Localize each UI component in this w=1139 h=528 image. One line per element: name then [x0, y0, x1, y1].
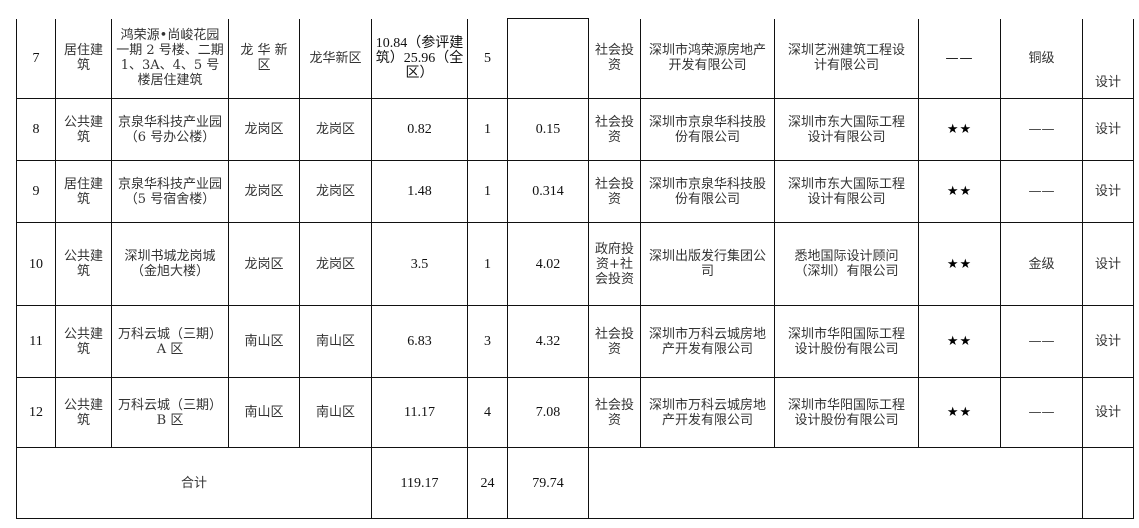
- cell-street: 龙华新区: [299, 18, 372, 99]
- cell-value: [507, 18, 589, 99]
- cell-count: 1: [467, 222, 508, 306]
- table-row: 8 公共建筑 京泉华科技产业园（6 号办公楼） 龙岗区 龙岗区 0.82 1 0.15 社会投资…: [16, 98, 1134, 161]
- cell-name: 鸿荣源•尚峻花园一期 2 号楼、二期 1、3A、4、5 号楼居住建筑: [111, 18, 229, 99]
- cell-count: 1: [467, 98, 508, 161]
- cell-area: 0.82: [371, 98, 468, 161]
- cell-value: 7.08: [507, 377, 589, 448]
- cell-count: 5: [467, 18, 508, 99]
- cell-street: 龙岗区: [299, 160, 372, 223]
- table-row: 10 公共建筑 深圳书城龙岗城（金旭大楼） 龙岗区 龙岗区 3.5 1 4.02 政府投资+社会…: [16, 222, 1134, 306]
- cell-area: 10.84（参评建筑）25.96（全区）: [371, 18, 468, 99]
- cell-designer: 深圳市华阳国际工程设计股份有限公司: [774, 377, 919, 448]
- cell-value: 4.32: [507, 305, 589, 378]
- cell-name: 京泉华科技产业园（5 号宿舍楼）: [111, 160, 229, 223]
- table-row: 11 公共建筑 万科云城（三期）A 区南山区 南山区 6.83 3 4.32 社会投资 深圳市万…: [16, 305, 1134, 378]
- cell-level: ——: [1000, 98, 1083, 161]
- cell-investment: 社会投资: [588, 377, 641, 448]
- cell-type: 公共建筑: [55, 305, 112, 378]
- cell-investment: 社会投资: [588, 98, 641, 161]
- cell-area: 11.17: [371, 377, 468, 448]
- cell-name: 万科云城（三期）A 区: [111, 305, 229, 378]
- cell-value: 4.02: [507, 222, 589, 306]
- cell-level: ——: [1000, 377, 1083, 448]
- cell-level: ——: [1000, 160, 1083, 223]
- cell-investment: 社会投资: [588, 18, 641, 99]
- total-count: 24: [467, 447, 508, 519]
- cell-district: 南山区: [228, 377, 300, 448]
- total-area: 119.17: [371, 447, 468, 519]
- total-label: 合计: [16, 447, 372, 519]
- cell-no: 10: [16, 222, 56, 306]
- cell-designer: 悉地国际设计顾问（深圳）有限公司: [774, 222, 919, 306]
- cell-count: 1: [467, 160, 508, 223]
- cell-type: 公共建筑: [55, 377, 112, 448]
- cell-stars: ★★: [918, 222, 1001, 306]
- total-empty: [588, 447, 1083, 519]
- cell-name: 京泉华科技产业园（6 号办公楼）: [111, 98, 229, 161]
- cell-level: 铜级: [1000, 18, 1083, 99]
- cell-type: 公共建筑: [55, 98, 112, 161]
- cell-district: 龙岗区: [228, 222, 300, 306]
- table-row: 12 公共建筑 万科云城（三期）B 区南山区 南山区 11.17 4 7.08 社会投资 深圳市…: [16, 377, 1134, 448]
- cell-name: 深圳书城龙岗城（金旭大楼）: [111, 222, 229, 306]
- cell-designer: 深圳市东大国际工程设计有限公司: [774, 98, 919, 161]
- cell-area: 1.48: [371, 160, 468, 223]
- cell-stars: ★★: [918, 160, 1001, 223]
- cell-district: 龙岗区: [228, 160, 300, 223]
- cell-developer: 深圳市鸿荣源房地产开发有限公司: [640, 18, 775, 99]
- cell-designer: 深圳市东大国际工程设计有限公司: [774, 160, 919, 223]
- cell-value: 0.15: [507, 98, 589, 161]
- cell-area: 3.5: [371, 222, 468, 306]
- cell-street: 南山区: [299, 305, 372, 378]
- cell-type: 公共建筑: [55, 222, 112, 306]
- cell-stars: ★★: [918, 98, 1001, 161]
- cell-district: 龙 华 新区: [228, 18, 300, 99]
- cell-no: 9: [16, 160, 56, 223]
- cell-count: 4: [467, 377, 508, 448]
- cell-stars: ——: [918, 18, 1001, 99]
- cell-street: 龙岗区: [299, 98, 372, 161]
- cell-level: 金级: [1000, 222, 1083, 306]
- total-row: 合计 119.17 24 79.74: [16, 447, 1134, 519]
- cell-stars: ★★: [918, 377, 1001, 448]
- cell-level: ——: [1000, 305, 1083, 378]
- table-row: 9 居住建筑 京泉华科技产业园（5 号宿舍楼） 龙岗区 龙岗区 1.48 1 0.314 社会投…: [16, 160, 1134, 223]
- cell-stage: 设计: [1082, 305, 1134, 378]
- cell-street: 龙岗区: [299, 222, 372, 306]
- cell-designer: 深圳市华阳国际工程设计股份有限公司: [774, 305, 919, 378]
- cell-no: 8: [16, 98, 56, 161]
- cell-area: 6.83: [371, 305, 468, 378]
- cell-stage: 设计: [1082, 222, 1134, 306]
- cell-developer: 深圳市京泉华科技股份有限公司: [640, 160, 775, 223]
- cell-no: 7: [16, 18, 56, 99]
- cell-street: 南山区: [299, 377, 372, 448]
- cell-district: 龙岗区: [228, 98, 300, 161]
- cell-stage: 设计: [1082, 18, 1134, 99]
- cell-investment: 政府投资+社会投资: [588, 222, 641, 306]
- cell-name: 万科云城（三期）B 区: [111, 377, 229, 448]
- cell-investment: 社会投资: [588, 160, 641, 223]
- cell-district: 南山区: [228, 305, 300, 378]
- table-row: 7 居住建筑 鸿荣源•尚峻花园一期 2 号楼、二期 1、3A、4、5 号楼居住建筑龙…: [16, 18, 1134, 99]
- cell-developer: 深圳市万科云城房地产开发有限公司: [640, 305, 775, 378]
- cell-investment: 社会投资: [588, 305, 641, 378]
- cell-count: 3: [467, 305, 508, 378]
- total-stage-empty: [1082, 447, 1134, 519]
- cell-developer: 深圳出版发行集团公司: [640, 222, 775, 306]
- cell-stage: 设计: [1082, 377, 1134, 448]
- cell-developer: 深圳市京泉华科技股份有限公司: [640, 98, 775, 161]
- cell-no: 12: [16, 377, 56, 448]
- cell-type: 居住建筑: [55, 18, 112, 99]
- cell-designer: 深圳艺洲建筑工程设计有限公司: [774, 18, 919, 99]
- project-table: 7 居住建筑 鸿荣源•尚峻花园一期 2 号楼、二期 1、3A、4、5 号楼居住建筑龙…: [16, 18, 1134, 519]
- cell-stage: 设计: [1082, 160, 1134, 223]
- cell-developer: 深圳市万科云城房地产开发有限公司: [640, 377, 775, 448]
- cell-no: 11: [16, 305, 56, 378]
- cell-stars: ★★: [918, 305, 1001, 378]
- cell-type: 居住建筑: [55, 160, 112, 223]
- total-value: 79.74: [507, 447, 589, 519]
- cell-value: 0.314: [507, 160, 589, 223]
- cell-stage: 设计: [1082, 98, 1134, 161]
